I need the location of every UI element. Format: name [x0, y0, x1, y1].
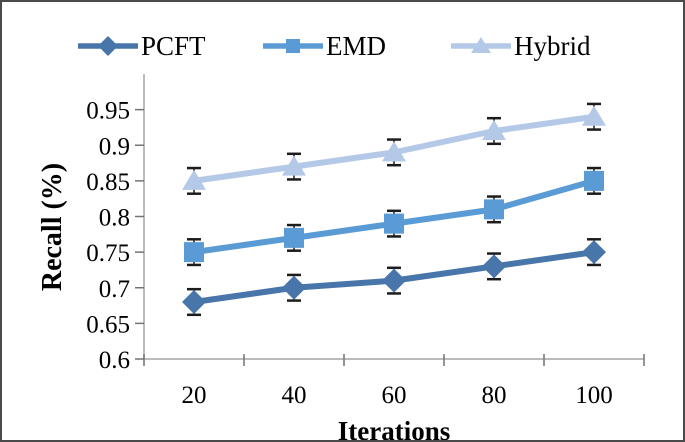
y-tick-label: 0.7	[99, 276, 130, 303]
marker-triangle	[282, 155, 306, 176]
marker-triangle	[182, 169, 206, 190]
marker-diamond	[382, 268, 406, 293]
marker-square	[384, 213, 404, 234]
marker-diamond	[182, 290, 206, 314]
legend-label-pcft: PCFT	[141, 31, 206, 61]
y-tick-label: 0.75	[86, 240, 130, 267]
x-tick-label: 60	[382, 382, 407, 409]
y-axis-title: Recall (%)	[37, 162, 68, 292]
marker-square	[584, 170, 604, 191]
y-tick-label: 0.95	[86, 98, 130, 125]
emd-line-square-icon	[263, 39, 323, 53]
y-tick-label: 0.6	[99, 347, 130, 374]
x-tick-label: 100	[575, 382, 613, 409]
x-tick-label: 40	[282, 382, 307, 409]
x-tick-label: 80	[482, 382, 507, 409]
legend-item-hybrid: Hybrid	[451, 31, 591, 61]
y-tick-label: 0.85	[86, 169, 130, 196]
marker-triangle	[471, 37, 491, 53]
x-axis-title: Iterations	[337, 416, 451, 442]
legend-label-emd: EMD	[326, 31, 386, 61]
x-tick-label: 20	[182, 382, 207, 409]
marker-diamond	[282, 275, 306, 300]
marker-diamond	[582, 240, 606, 265]
legend-item-pcft: PCFT	[78, 31, 206, 61]
marker-diamond	[482, 254, 506, 279]
series-hybrid	[182, 102, 606, 195]
series-pcft	[182, 238, 606, 317]
hybrid-line-triangle-icon	[451, 37, 511, 53]
y-tick-label: 0.9	[99, 133, 130, 160]
marker-square	[184, 242, 204, 263]
y-tick-label: 0.65	[86, 311, 130, 338]
series-emd	[184, 166, 604, 267]
pcft-line-diamond-icon	[78, 36, 138, 56]
legend-item-emd: EMD	[263, 31, 386, 61]
marker-triangle	[482, 120, 506, 140]
marker-triangle	[382, 141, 406, 162]
marker-square	[484, 199, 504, 220]
marker-square	[284, 227, 304, 248]
y-tick-label: 0.8	[99, 205, 130, 232]
marker-triangle	[582, 105, 606, 126]
legend-label-hybrid: Hybrid	[514, 31, 591, 61]
marker-diamond	[98, 36, 118, 56]
marker-square	[286, 39, 300, 53]
